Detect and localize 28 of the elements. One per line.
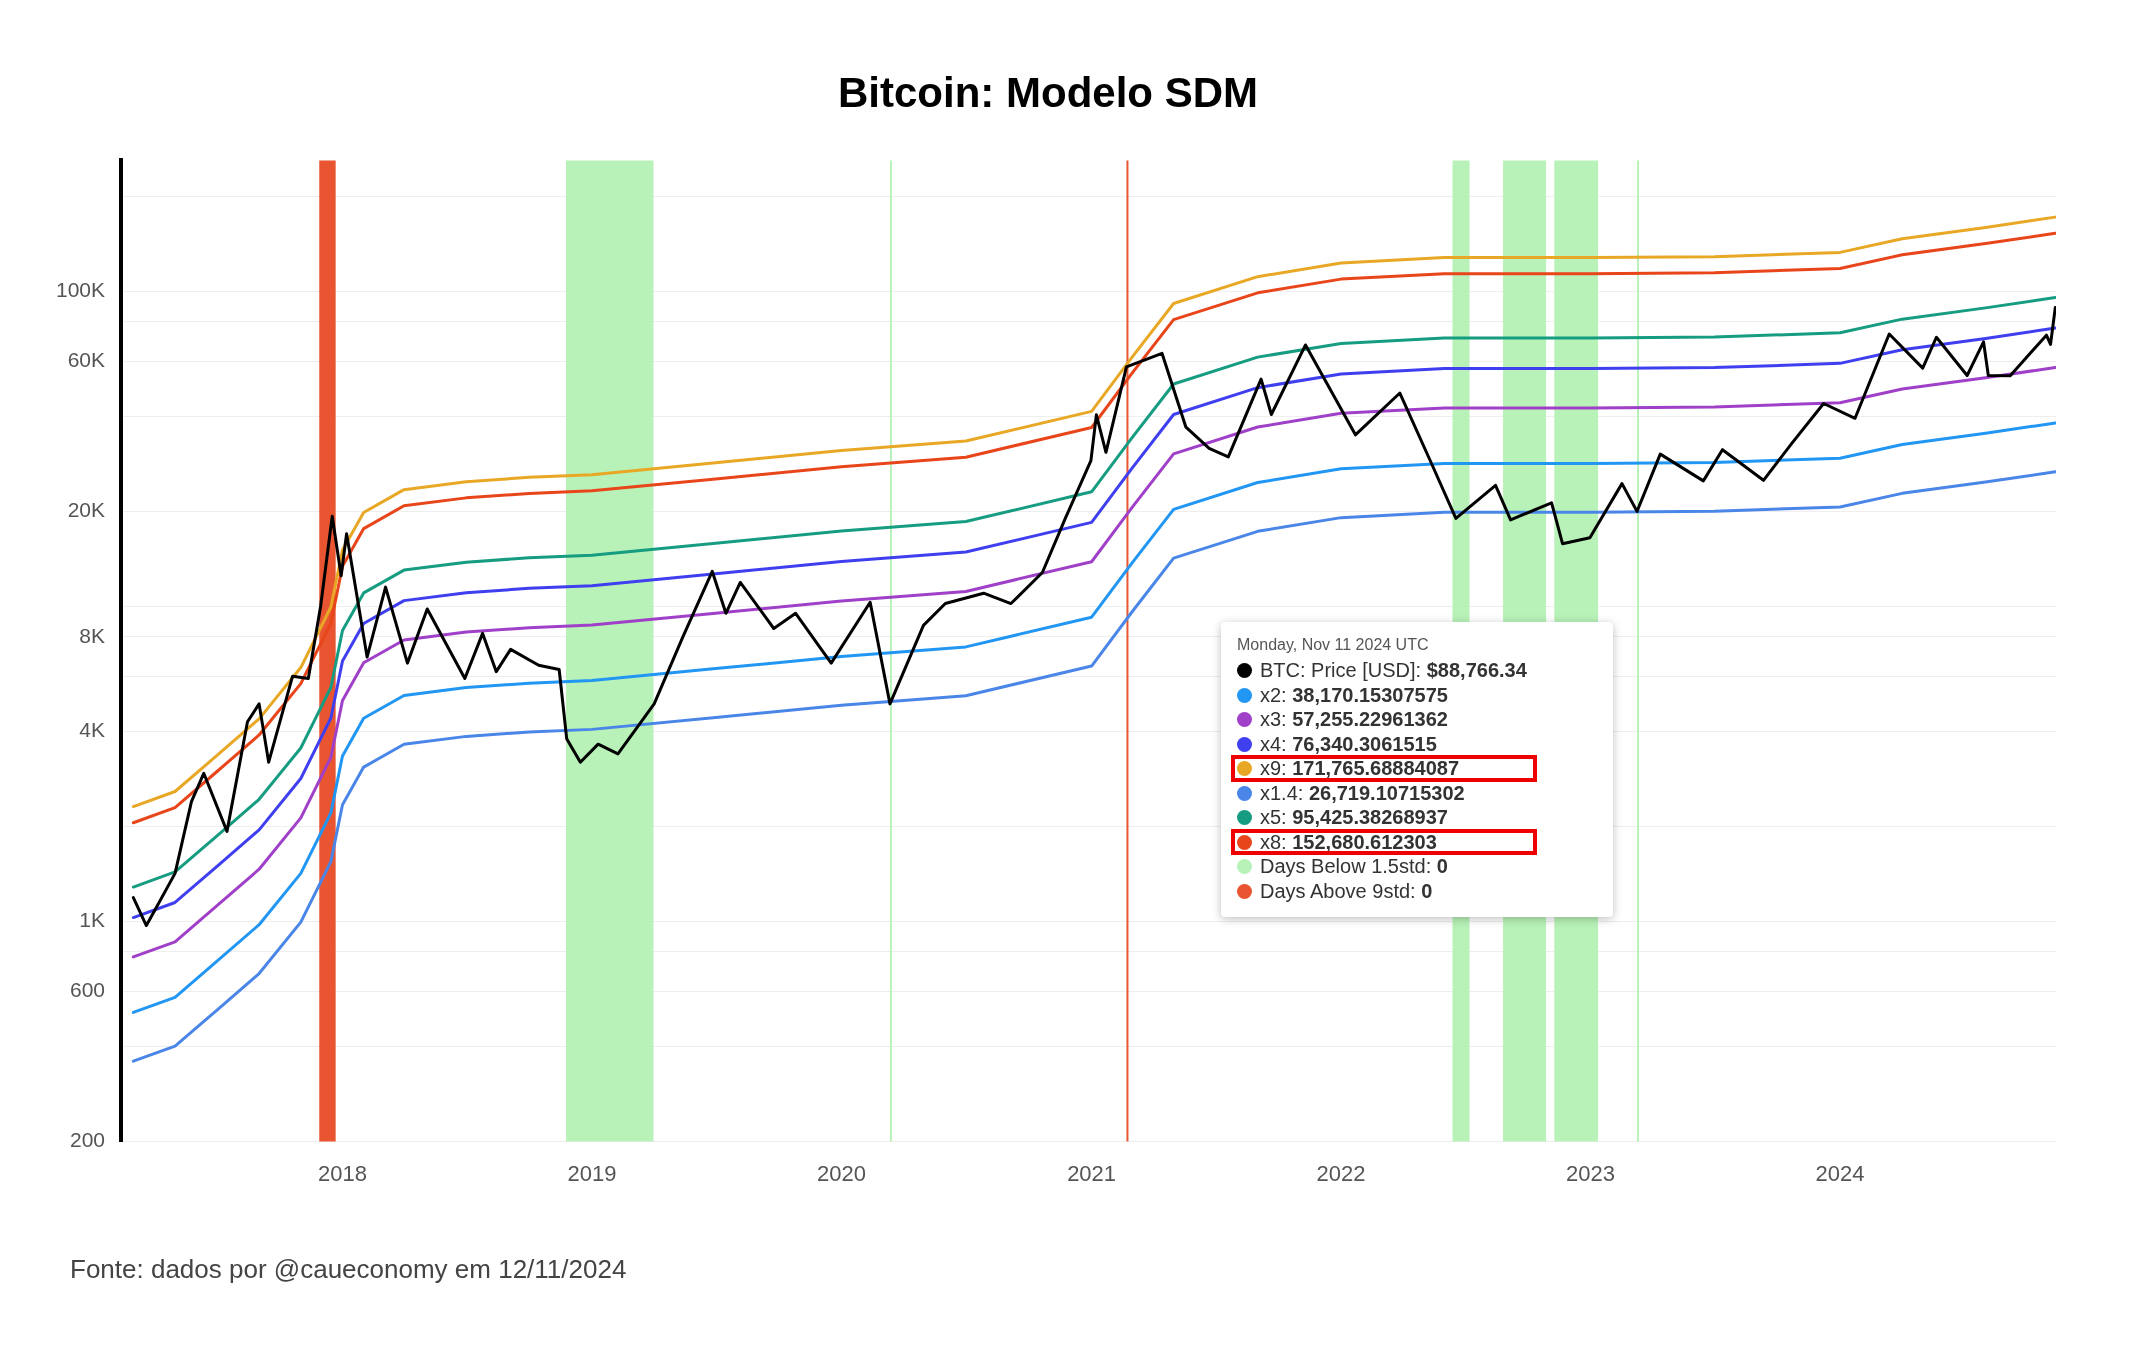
x-tick-label: 2018: [318, 1160, 367, 1186]
y-tick-label: 600: [70, 978, 106, 1002]
annotation: Days Below 1.5std: 0: [1260, 855, 1448, 877]
source-note: Fonte: dados por @caueconomy em 12/11/2024: [70, 1254, 627, 1285]
x-tick-label: 2022: [1316, 1160, 1366, 1186]
x-tick-label: 2020: [816, 1160, 866, 1186]
annotation: x4: 76,340.3061515: [1260, 732, 1437, 755]
annotation: Monday, Nov 11 2024 UTC: [1237, 636, 1430, 654]
y-tick-label: 60K: [67, 347, 106, 371]
y-tick-label: 200: [70, 1128, 106, 1152]
x-tick-label: 2023: [1566, 1160, 1616, 1186]
y-tick-label: 20K: [67, 498, 106, 522]
y-tick-label: 1K: [79, 908, 106, 932]
annotation: x1.4: 26,719.10715302: [1260, 781, 1465, 804]
annotation: BTC: Price [USD]: $88,766.34: [1260, 659, 1527, 681]
annotation: x5: 95,425.38268937: [1260, 806, 1448, 828]
y-tick-label: 100K: [56, 277, 106, 301]
annotation: x3: 57,255.22961362: [1260, 708, 1448, 730]
chart-title: Bitcoin: Modelo SDM: [838, 68, 1258, 116]
y-tick-label: 8K: [79, 623, 106, 647]
annotation: x2: 38,170.15307575: [1260, 683, 1448, 706]
x-tick-label: 2024: [1815, 1160, 1865, 1186]
x-tick-label: 2021: [1067, 1160, 1117, 1186]
y-tick-label: 4K: [79, 718, 106, 742]
x-tick-label: 2019: [567, 1160, 617, 1186]
annotation: x8: 152,680.612303: [1260, 830, 1437, 853]
annotation: Days Above 9std: 0: [1260, 879, 1433, 902]
annotation: x9: 171,765.68884087: [1260, 757, 1460, 779]
